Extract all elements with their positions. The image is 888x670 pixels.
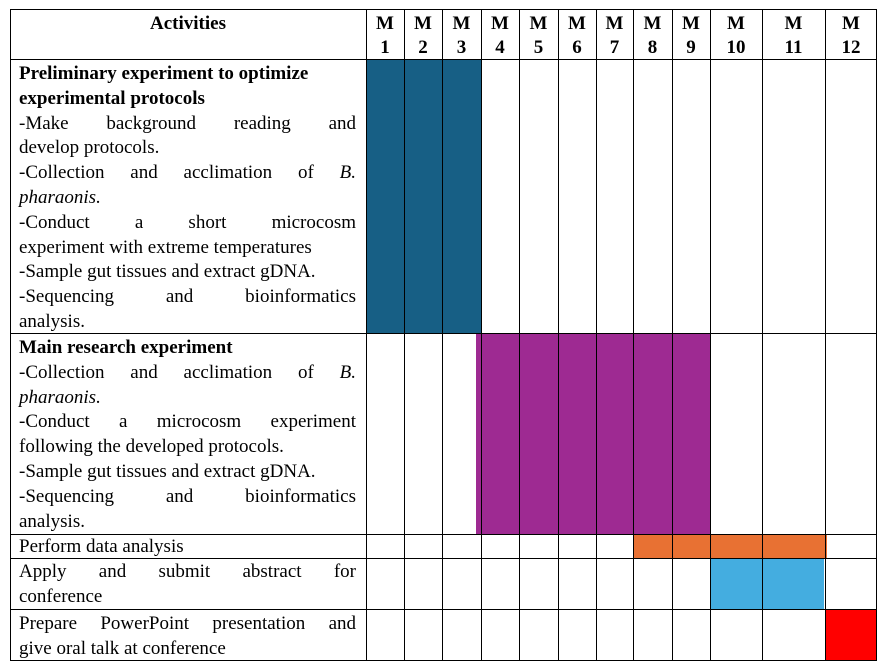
month-header-letter: M bbox=[842, 13, 860, 34]
grid-row-line bbox=[10, 609, 877, 610]
month-header-number: 5 bbox=[533, 37, 544, 58]
grid-column-line bbox=[633, 9, 634, 661]
month-header-number: 9 bbox=[686, 37, 696, 58]
month-header-number: 11 bbox=[784, 37, 803, 58]
activity-step: Perform data analysis bbox=[19, 536, 184, 557]
month-header-number: 7 bbox=[609, 37, 620, 58]
activity-main-experiment: Main research experiment -Collection and… bbox=[19, 336, 356, 534]
month-header-number: 2 bbox=[418, 37, 428, 58]
month-header-letter: M bbox=[784, 13, 803, 34]
activities-header: Activities bbox=[150, 13, 226, 34]
month-header-11: M 11 bbox=[762, 12, 825, 60]
activity-step: -Make background reading and bbox=[19, 112, 356, 134]
gantt-bar-3 bbox=[633, 534, 827, 559]
month-header-letter: M bbox=[452, 13, 471, 34]
grid-column-line bbox=[762, 9, 763, 661]
grid-column-line bbox=[481, 9, 482, 661]
grid-row-line bbox=[10, 59, 877, 60]
activity-step: -Sequencing and bioinformatics bbox=[19, 485, 356, 507]
activity-step: analysis. bbox=[19, 310, 85, 332]
month-header-number: 12 bbox=[841, 37, 861, 58]
gantt-bar-5 bbox=[825, 609, 877, 661]
grid-column-line bbox=[519, 9, 520, 661]
month-header-number: 4 bbox=[495, 37, 505, 58]
month-header-12: M 12 bbox=[825, 12, 877, 60]
month-header-number: 8 bbox=[647, 37, 658, 58]
activity-step: give oral talk at conference bbox=[19, 637, 226, 659]
activity-data-analysis: Perform data analysis bbox=[19, 535, 356, 560]
activity-presentation: Prepare PowerPoint presentation and give… bbox=[19, 612, 356, 662]
activity-preliminary: Preliminary experiment to optimize exper… bbox=[19, 62, 356, 335]
grid-column-line bbox=[825, 9, 826, 661]
activity-step: -Collection and acclimation of B. bbox=[19, 162, 356, 184]
month-header-letter: M bbox=[605, 13, 624, 34]
activity-step: -Conduct a short microcosm bbox=[19, 211, 356, 233]
grid-row-line bbox=[10, 9, 877, 10]
gantt-bar-4 bbox=[710, 558, 824, 609]
gantt-chart: Activities M 1 M 2 M 3 M 4 M 5 M 6 M 7 M 8 M 9 M 10 M 11 M 12 P… bbox=[10, 9, 877, 661]
month-header-letter: M bbox=[491, 13, 509, 34]
gantt-bar-1 bbox=[366, 59, 481, 333]
activity-step: -Sample gut tissues and extract gDNA. bbox=[19, 460, 316, 482]
grid-column-line bbox=[876, 9, 877, 661]
activity-step: -Sequencing and bioinformatics bbox=[19, 286, 356, 308]
month-header-letter: M bbox=[414, 13, 432, 34]
activity-title-cont: experimental protocols bbox=[19, 87, 205, 109]
grid-column-line bbox=[672, 9, 673, 661]
activity-step: -Sample gut tissues and extract gDNA. bbox=[19, 261, 316, 283]
month-header-letter: M bbox=[643, 13, 662, 34]
grid-row-line bbox=[10, 534, 877, 535]
activity-step: pharaonis. bbox=[19, 386, 101, 408]
grid-column-line bbox=[10, 9, 11, 661]
month-header-number: 6 bbox=[572, 37, 582, 58]
activity-step: develop protocols. bbox=[19, 137, 160, 159]
activity-step: -Collection and acclimation of B. bbox=[19, 361, 356, 383]
activity-step: analysis. bbox=[19, 510, 85, 532]
activity-step: pharaonis. bbox=[19, 186, 101, 208]
activity-title: Preliminary experiment to optimize bbox=[19, 63, 309, 84]
activity-title: Main research experiment bbox=[19, 337, 233, 358]
grid-column-line bbox=[404, 9, 405, 661]
month-header-number: 1 bbox=[380, 37, 390, 58]
grid-row-line bbox=[10, 558, 877, 559]
month-header-letter: M bbox=[529, 13, 548, 34]
month-header-letter: M bbox=[376, 13, 394, 34]
month-header-number: 3 bbox=[456, 37, 467, 58]
grid-column-line bbox=[366, 9, 367, 661]
activity-step: Apply and submit abstract for bbox=[19, 561, 356, 582]
activity-step: following the developed protocols. bbox=[19, 436, 284, 458]
grid-column-line bbox=[558, 9, 559, 661]
month-header-letter: M bbox=[568, 13, 586, 34]
grid-column-line bbox=[596, 9, 597, 661]
grid-column-line bbox=[442, 9, 443, 661]
gantt-bar-2 bbox=[476, 333, 710, 534]
month-header-10: M 10 bbox=[710, 12, 762, 60]
activity-step: experiment with extreme temperatures bbox=[19, 236, 312, 258]
month-header-number: 10 bbox=[726, 37, 746, 58]
grid-row-line bbox=[10, 333, 877, 334]
activity-step: -Conduct a microcosm experiment bbox=[19, 411, 356, 433]
activity-step: Prepare PowerPoint presentation and bbox=[19, 613, 356, 634]
month-header-letter: M bbox=[727, 13, 745, 34]
activity-abstract: Apply and submit abstract for conference bbox=[19, 560, 356, 610]
grid-column-line bbox=[710, 9, 711, 661]
grid-row-line bbox=[10, 660, 877, 661]
activity-step: conference bbox=[19, 585, 103, 607]
month-header-letter: M bbox=[682, 13, 700, 34]
